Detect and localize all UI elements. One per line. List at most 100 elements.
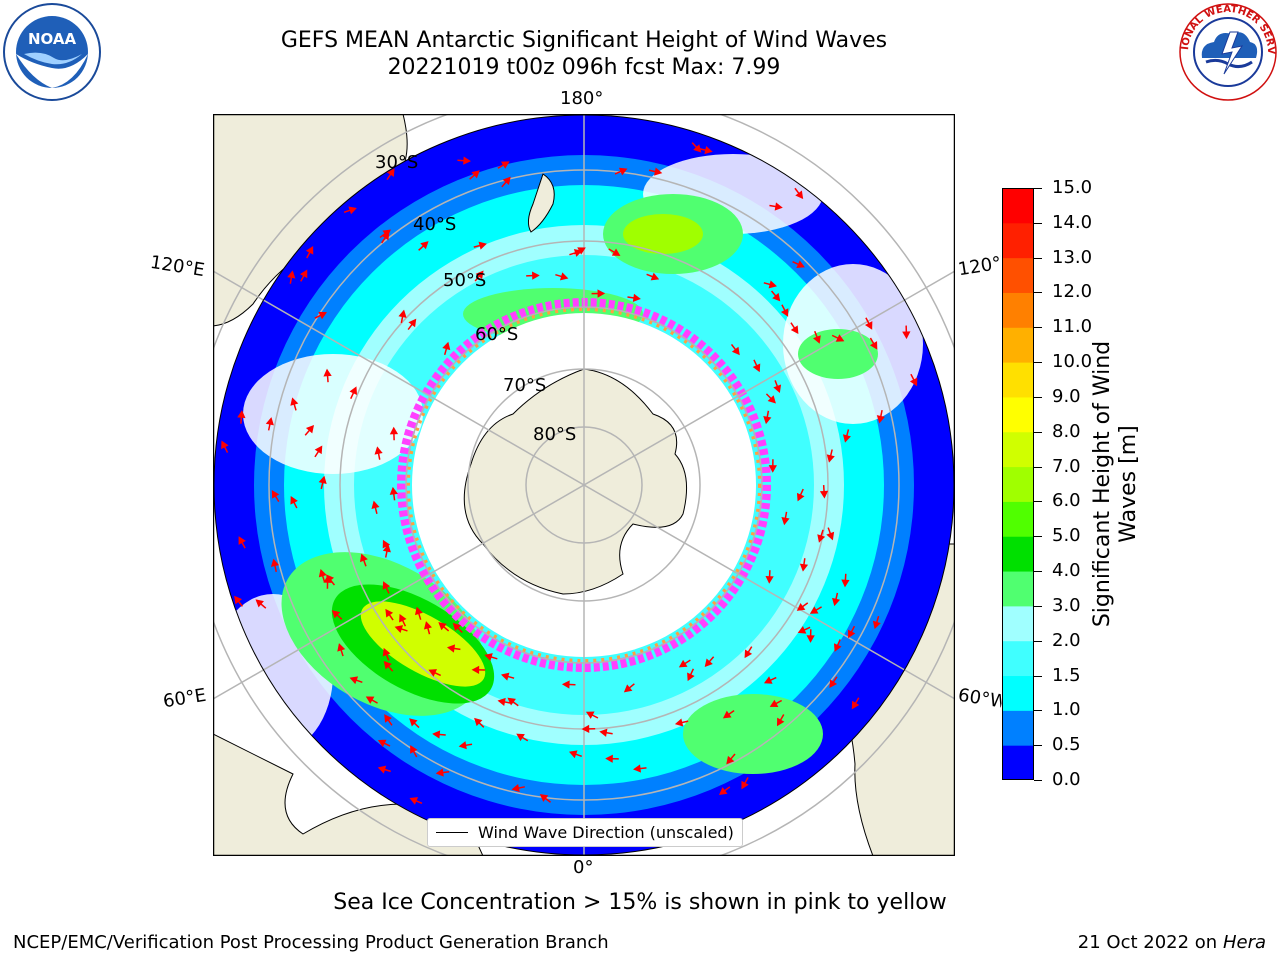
wave-direction-arrowhead xyxy=(348,206,357,215)
wave-direction-arrowhead xyxy=(374,446,383,455)
wave-direction-arrowhead xyxy=(255,599,264,608)
wave-direction-arrowhead xyxy=(423,621,432,630)
wave-direction-arrowhead xyxy=(768,465,777,473)
wave-direction-arrowhead xyxy=(516,733,525,742)
wave-direction-arrowhead xyxy=(507,697,516,706)
wave-direction-arrowhead xyxy=(817,534,826,543)
colorbar-tick-mark xyxy=(1034,605,1042,607)
wave-direction-arrowhead xyxy=(559,272,569,281)
wave-direction-arrowhead xyxy=(819,490,829,499)
wave-direction-arrowhead xyxy=(872,620,881,630)
wave-direction-arrowhead xyxy=(221,440,229,450)
wave-direction-arrowhead xyxy=(632,293,641,302)
colorbar-box xyxy=(1002,362,1034,398)
colorbar-tick-mark xyxy=(1034,675,1042,677)
wave-direction-arrowhead xyxy=(832,597,841,607)
wave-direction-arrowhead xyxy=(237,410,246,419)
wave-direction-arrowhead xyxy=(799,563,809,572)
wave-direction-arrowhead xyxy=(314,445,323,455)
map xyxy=(213,114,955,856)
wave-direction-arrowhead xyxy=(741,780,749,790)
wave-direction-arrowhead xyxy=(599,728,608,737)
lon-label-60e: 60°E xyxy=(161,684,208,713)
wave-direction-arrowhead xyxy=(377,765,387,774)
wave-direction-arrowhead xyxy=(633,764,642,773)
colorbar-tick-mark xyxy=(1034,710,1042,712)
wave-direction-arrowhead xyxy=(744,649,753,659)
colorbar-box xyxy=(1002,675,1034,711)
wave-direction-arrowhead xyxy=(772,292,781,302)
wave-direction-arrowhead xyxy=(722,710,732,719)
wave-direction-arrowhead xyxy=(568,750,578,759)
wave-direction-arrowhead xyxy=(650,272,660,281)
colorbar-tick-label: 1.0 xyxy=(1052,699,1081,721)
colorbar-tick-mark xyxy=(1034,536,1042,538)
wave-direction-arrowhead xyxy=(265,417,274,426)
wave-direction-arrowhead xyxy=(847,629,856,639)
colorbar-tick-label: 3.0 xyxy=(1052,594,1081,616)
colorbar-tick-label: 10.0 xyxy=(1052,351,1093,373)
colorbar-tick-label: 12.0 xyxy=(1052,281,1093,303)
colorbar-tick-label: 1.5 xyxy=(1052,664,1081,686)
wave-direction-arrowhead xyxy=(337,643,346,652)
wave-direction-arrowhead xyxy=(478,241,487,250)
colorbar-box xyxy=(1002,292,1034,328)
wave-direction-arrowhead xyxy=(360,553,368,563)
wave-direction-arrowhead xyxy=(382,647,391,657)
lat-label-50s: 50°S xyxy=(443,270,487,291)
colorbar-box xyxy=(1002,640,1034,677)
wave-direction-arrowhead xyxy=(323,368,332,377)
wave-direction-arrowhead xyxy=(763,676,773,684)
wave-direction-arrowhead xyxy=(532,271,540,280)
noaa-logo-text: NOAA xyxy=(28,30,77,48)
wave-direction-arrowhead xyxy=(806,635,815,643)
colorbar-tick-mark xyxy=(1034,327,1042,329)
colorbar-tick-mark xyxy=(1034,640,1042,642)
wave-direction-arrowhead xyxy=(318,311,327,320)
wave-direction-arrowhead xyxy=(776,717,785,727)
colorbar-tick-label: 2.0 xyxy=(1052,629,1081,651)
wave-direction-arrowhead xyxy=(475,270,484,279)
wave-direction-arrowhead xyxy=(394,625,404,634)
wave-direction-arrowhead xyxy=(539,794,549,802)
colorbar-box xyxy=(1002,501,1034,537)
colorbar-tick-label: 14.0 xyxy=(1052,211,1093,233)
wave-direction-arrowhead xyxy=(790,325,799,335)
wave-direction-arrowhead xyxy=(581,724,590,734)
wave-direction-arrowhead xyxy=(796,492,805,502)
wave-direction-arrowhead xyxy=(909,377,918,387)
wave-direction-arrowhead xyxy=(731,346,740,356)
footer-date-text: 21 Oct 2022 on xyxy=(1077,932,1223,953)
map-legend: Wind Wave Direction (unscaled) xyxy=(427,818,743,847)
lat-label-40s: 40°S xyxy=(413,214,457,235)
lat-label-70s: 70°S xyxy=(503,375,547,396)
footer-host: Hera xyxy=(1222,932,1266,953)
wave-direction-arrowhead xyxy=(452,622,462,632)
footer-date: 21 Oct 2022 on Hera xyxy=(1078,932,1266,953)
colorbar-tick-mark xyxy=(1034,396,1042,398)
wave-direction-arrowhead xyxy=(409,718,418,727)
wave-direction-arrowhead xyxy=(399,613,407,623)
wave-direction-arrowhead xyxy=(471,665,480,675)
wave-direction-arrowhead xyxy=(299,269,308,279)
chart-title: GEFS MEAN Antarctic Significant Height o… xyxy=(280,28,888,53)
wave-direction-arrowhead xyxy=(674,718,684,727)
wave-direction-arrowhead xyxy=(561,680,570,689)
wave-direction-arrowhead xyxy=(704,658,713,667)
wave-direction-arrowhead xyxy=(463,156,471,165)
colorbar-tick-label: 8.0 xyxy=(1052,420,1081,442)
wave-direction-arrowhead xyxy=(318,568,327,578)
colorbar-box xyxy=(1002,536,1034,572)
lat-label-80s: 80°S xyxy=(533,424,577,445)
colorbar-tick-label: 9.0 xyxy=(1052,385,1081,407)
colorbar-box xyxy=(1002,745,1034,780)
wave-direction-arrowhead xyxy=(768,280,777,289)
colorbar-tick-label: 5.0 xyxy=(1052,525,1081,547)
chart-subtitle: 20221019 t00z 096h fcst Max: 7.99 xyxy=(387,55,781,80)
wave-direction-arrowhead xyxy=(826,531,835,541)
wave-direction-arrowhead xyxy=(796,603,806,611)
colorbar-tick-mark xyxy=(1034,431,1042,433)
wave-direction-arrowhead xyxy=(726,755,735,765)
wave-direction-arrowhead xyxy=(796,260,805,268)
wave-direction-arrowhead xyxy=(382,581,391,590)
